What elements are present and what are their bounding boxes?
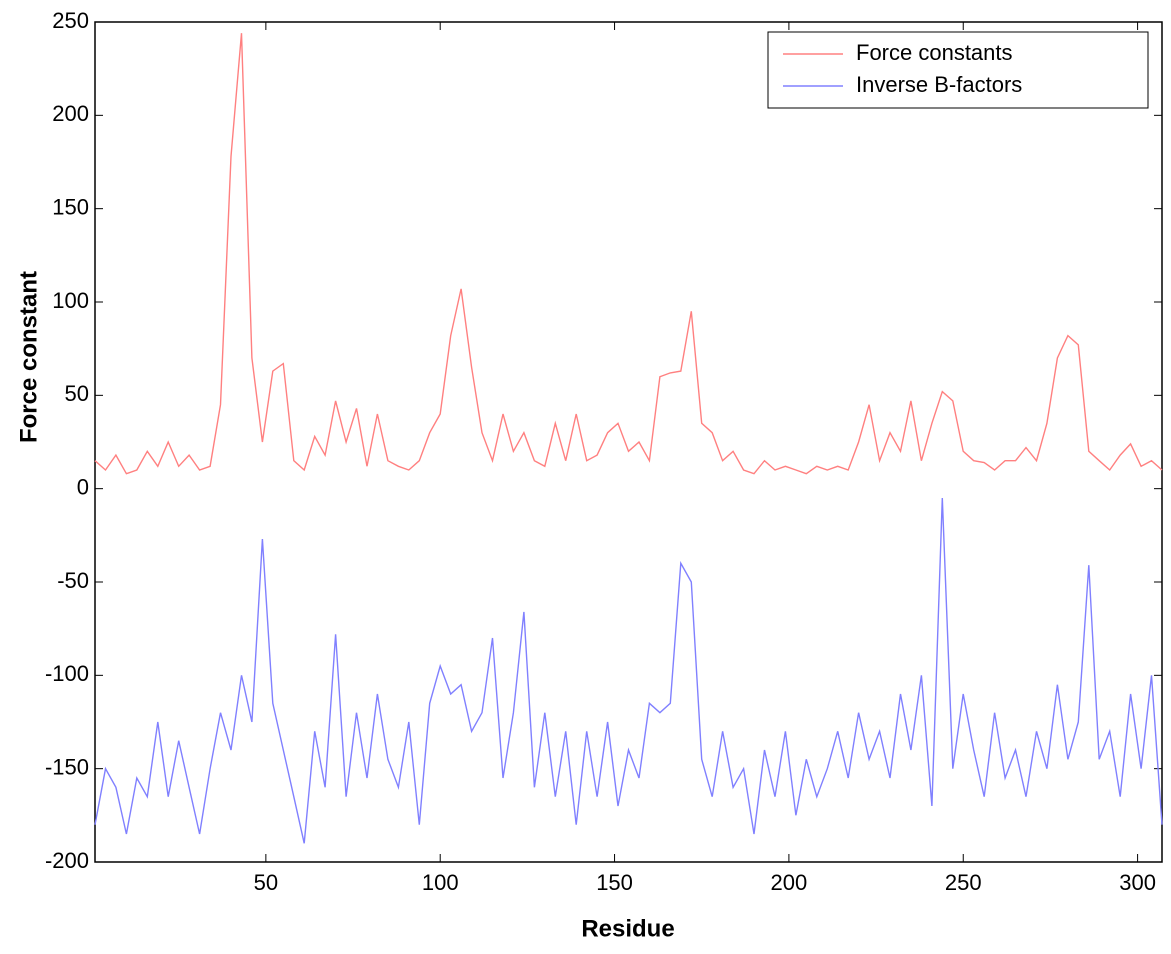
x-tick-label: 300 (1119, 870, 1156, 895)
y-tick-label: 200 (52, 101, 89, 126)
y-tick-label: -200 (45, 848, 89, 873)
y-axis-title: Force constant (15, 271, 42, 443)
y-tick-label: 50 (65, 381, 89, 406)
y-tick-label: 250 (52, 8, 89, 33)
y-tick-label: -150 (45, 754, 89, 779)
plot-frame (94, 21, 1163, 863)
x-tick-label: 250 (945, 870, 982, 895)
legend-label: Inverse B-factors (856, 72, 1022, 97)
y-tick-label: -100 (45, 661, 89, 686)
x-tick-label: 100 (422, 870, 459, 895)
legend-label: Force constants (856, 40, 1013, 65)
x-tick-label: 50 (254, 870, 278, 895)
data-line (94, 33, 1163, 475)
y-tick-label: 0 (77, 474, 89, 499)
x-tick-label: 200 (771, 870, 808, 895)
x-tick-label: 150 (596, 870, 633, 895)
y-tick-label: 100 (52, 288, 89, 313)
data-line (94, 497, 1163, 844)
legend-box (767, 31, 1149, 109)
y-tick-label: -50 (57, 568, 89, 593)
x-axis-title: Residue (581, 915, 674, 942)
y-tick-label: 150 (52, 194, 89, 219)
